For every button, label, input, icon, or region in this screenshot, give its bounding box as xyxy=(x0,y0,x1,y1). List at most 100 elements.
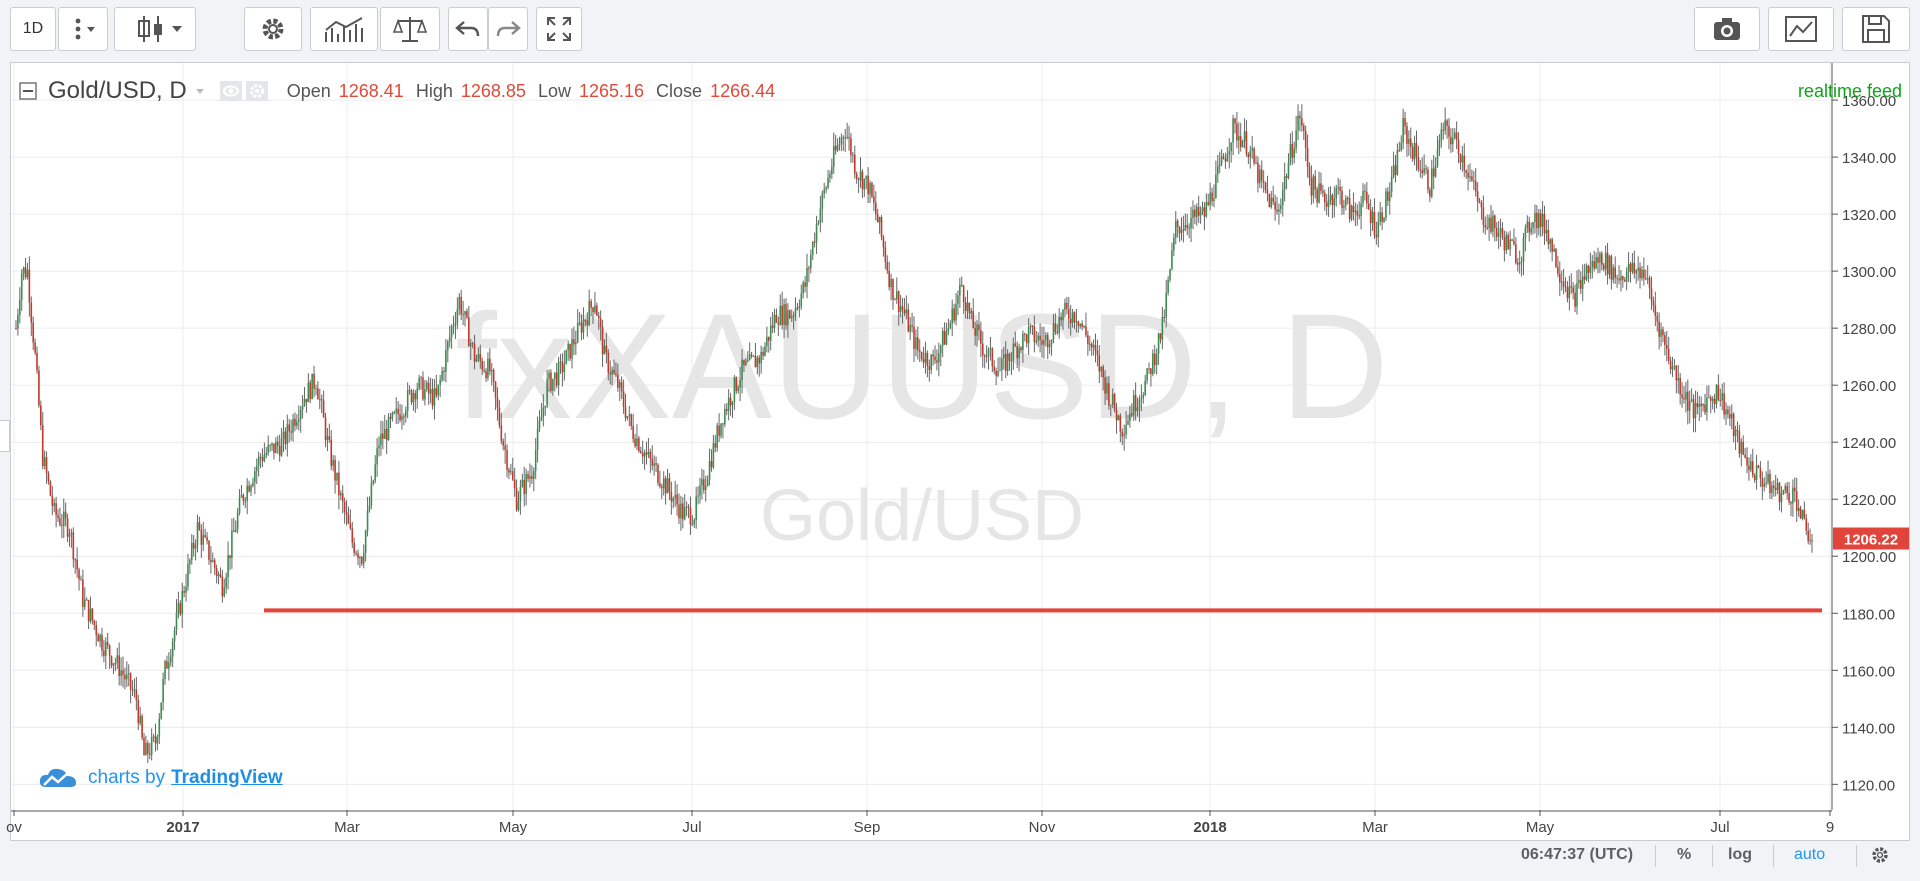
candle-body xyxy=(552,378,554,391)
candle-body xyxy=(611,370,613,375)
left-toolbar-toggle[interactable] xyxy=(0,420,10,452)
candle-body xyxy=(1469,176,1471,178)
candle-body xyxy=(78,569,80,580)
compare-button[interactable] xyxy=(380,7,440,51)
candle-body xyxy=(844,137,847,139)
candle-body xyxy=(282,431,285,439)
candle-body xyxy=(762,351,764,356)
gear-icon[interactable] xyxy=(245,80,269,102)
eye-icon[interactable] xyxy=(219,80,243,102)
candle-body xyxy=(1572,287,1574,293)
collapse-icon[interactable] xyxy=(18,81,38,101)
chart-template-button[interactable] xyxy=(1768,7,1834,51)
candle-body xyxy=(957,295,959,305)
log-toggle[interactable]: log xyxy=(1728,846,1752,863)
snapshot-button[interactable] xyxy=(1694,7,1760,51)
candle-body xyxy=(1570,286,1573,288)
undo-button[interactable] xyxy=(448,7,488,51)
candle-body xyxy=(972,311,975,329)
candle-body xyxy=(370,483,373,506)
candle-body xyxy=(447,341,449,351)
interval-menu-button[interactable] xyxy=(58,7,108,51)
candle-body xyxy=(1665,344,1668,350)
compare-icon xyxy=(393,17,427,42)
candle-body xyxy=(1495,227,1498,237)
top-toolbar: 1D xyxy=(0,0,1920,62)
candle-body xyxy=(647,451,650,455)
gear-icon[interactable] xyxy=(1869,844,1891,866)
candle-body xyxy=(1662,329,1664,336)
candle-body xyxy=(1245,131,1248,154)
interval-button[interactable]: 1D xyxy=(10,7,56,51)
candle-body xyxy=(362,552,365,564)
candle-body xyxy=(1560,281,1563,283)
candle-body xyxy=(769,325,772,341)
candle-body xyxy=(51,495,54,506)
candle-body xyxy=(1165,292,1168,318)
candle-body xyxy=(1622,276,1624,280)
candle-body xyxy=(544,405,547,408)
candle-body xyxy=(1220,156,1223,164)
candle-body xyxy=(685,506,688,508)
chart-style-button[interactable] xyxy=(114,7,196,51)
candle-body xyxy=(261,457,264,461)
candle-body xyxy=(1534,212,1536,223)
candle-body xyxy=(1362,191,1364,204)
candle-body xyxy=(989,348,992,350)
candle-body xyxy=(1333,198,1336,206)
candle-body xyxy=(43,457,46,467)
candle-body xyxy=(1562,281,1565,287)
candle-body xyxy=(596,305,598,316)
settings-button[interactable] xyxy=(244,7,302,51)
candle-body xyxy=(983,355,986,357)
candle-body xyxy=(1797,507,1800,511)
candle-body xyxy=(752,355,755,357)
candle-body xyxy=(745,360,747,366)
candle-body xyxy=(1048,344,1051,348)
candle-body xyxy=(1025,334,1028,344)
candle-body xyxy=(183,591,185,593)
save-layout-button[interactable] xyxy=(1842,7,1910,51)
candle-body xyxy=(1717,384,1720,400)
candle-body xyxy=(62,511,65,526)
open-label: Open xyxy=(286,80,331,101)
tradingview-branding[interactable]: charts by TradingView xyxy=(38,765,283,791)
candle-body xyxy=(1459,153,1462,163)
candle-body xyxy=(1541,213,1544,227)
fullscreen-button[interactable] xyxy=(536,7,582,51)
candle-body xyxy=(1761,478,1764,487)
candle-body xyxy=(1499,228,1502,233)
candle-body xyxy=(603,345,606,355)
tradingview-link[interactable]: TradingView xyxy=(171,767,283,788)
candle-body xyxy=(255,465,258,472)
candle-body xyxy=(701,479,703,486)
candle-body xyxy=(1467,172,1469,178)
indicators-button[interactable] xyxy=(310,7,378,51)
last-price-label: 1206.22 xyxy=(1844,532,1898,549)
chevron-down-icon[interactable] xyxy=(191,82,209,100)
candles-series xyxy=(15,104,1813,763)
candle-body xyxy=(1755,465,1758,481)
candles-icon xyxy=(138,16,182,42)
candle-body xyxy=(1711,398,1714,401)
candle-body xyxy=(1417,156,1420,170)
candle-body xyxy=(666,478,669,494)
percent-toggle[interactable]: % xyxy=(1677,846,1692,863)
candle-body xyxy=(1228,151,1231,155)
candle-body xyxy=(1738,431,1741,454)
candle-body xyxy=(1555,248,1557,267)
candle-body xyxy=(527,474,529,479)
candle-body xyxy=(1486,227,1488,229)
candle-body xyxy=(1430,168,1433,197)
candle-body xyxy=(915,337,917,350)
redo-button[interactable] xyxy=(488,7,528,51)
symbol-title[interactable]: Gold/USD, D xyxy=(48,77,187,104)
candle-body xyxy=(238,497,241,514)
auto-scale-toggle[interactable]: auto xyxy=(1794,846,1826,863)
chart-pane[interactable] xyxy=(10,62,1910,841)
candle-body xyxy=(750,354,753,357)
candle-body xyxy=(517,501,520,510)
candle-body xyxy=(834,145,837,151)
candle-body xyxy=(1264,182,1267,191)
